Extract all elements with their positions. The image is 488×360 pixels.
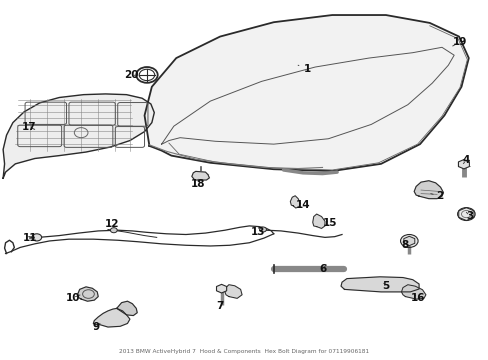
Text: 16: 16 xyxy=(409,293,424,303)
Text: 20: 20 xyxy=(124,70,138,80)
Circle shape xyxy=(259,227,266,232)
Text: 9: 9 xyxy=(92,322,100,332)
Circle shape xyxy=(400,234,417,247)
Circle shape xyxy=(110,228,117,233)
Text: 5: 5 xyxy=(382,281,389,291)
Polygon shape xyxy=(403,236,414,246)
Text: 8: 8 xyxy=(401,240,409,250)
Polygon shape xyxy=(3,94,154,178)
Text: 10: 10 xyxy=(65,293,80,303)
Text: 2: 2 xyxy=(430,191,442,201)
Text: 2013 BMW ActiveHybrid 7  Hood & Components  Hex Bolt Diagram for 07119906181: 2013 BMW ActiveHybrid 7 Hood & Component… xyxy=(119,349,369,354)
Text: 18: 18 xyxy=(190,179,205,189)
Polygon shape xyxy=(312,214,325,228)
Text: 4: 4 xyxy=(462,155,469,165)
Text: 17: 17 xyxy=(21,122,36,132)
Polygon shape xyxy=(144,15,468,171)
Polygon shape xyxy=(224,285,242,298)
Polygon shape xyxy=(340,277,418,292)
Polygon shape xyxy=(216,284,226,293)
Text: 19: 19 xyxy=(452,37,466,47)
Polygon shape xyxy=(457,159,468,169)
Polygon shape xyxy=(290,196,300,208)
Text: 11: 11 xyxy=(22,233,37,243)
Text: 3: 3 xyxy=(465,211,472,221)
Polygon shape xyxy=(191,171,209,180)
Polygon shape xyxy=(117,301,137,316)
Text: 12: 12 xyxy=(104,219,119,229)
Text: 7: 7 xyxy=(216,301,224,311)
Circle shape xyxy=(32,234,41,241)
Polygon shape xyxy=(401,285,425,299)
Polygon shape xyxy=(413,181,443,199)
Circle shape xyxy=(457,208,474,221)
Text: 13: 13 xyxy=(250,227,265,237)
Text: 6: 6 xyxy=(318,264,326,274)
Text: 14: 14 xyxy=(295,200,310,210)
Text: 15: 15 xyxy=(322,218,336,228)
Text: 1: 1 xyxy=(298,64,311,74)
Polygon shape xyxy=(93,309,130,327)
Polygon shape xyxy=(78,287,98,301)
